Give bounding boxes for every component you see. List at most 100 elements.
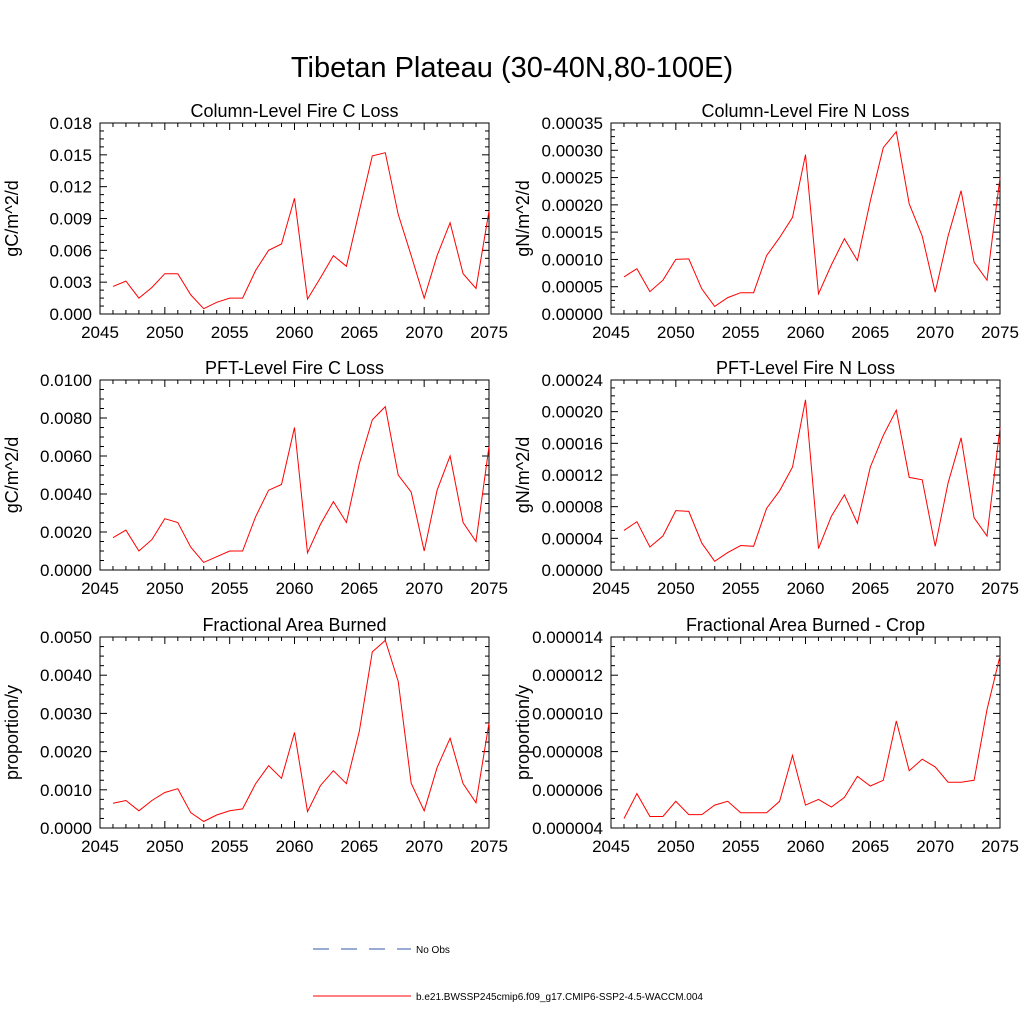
x-tick-label: 2065 xyxy=(340,323,378,342)
y-tick-label: 0.00020 xyxy=(542,403,603,422)
y-tick-label: 0.000014 xyxy=(532,628,603,647)
y-tick-label: 0.000010 xyxy=(532,704,603,723)
y-tick-label: 0.0100 xyxy=(40,371,92,390)
x-tick-label: 2075 xyxy=(981,837,1019,856)
plot-frame xyxy=(610,636,1001,829)
x-tick-label: 2075 xyxy=(981,323,1019,342)
x-tick-label: 2070 xyxy=(405,323,443,342)
y-tick-label: 0.0050 xyxy=(40,628,92,647)
y-tick-label: 0.00004 xyxy=(542,529,603,548)
x-tick-label: 2065 xyxy=(340,837,378,856)
x-tick-label: 2045 xyxy=(592,837,630,856)
x-tick-label: 2060 xyxy=(276,323,314,342)
chart-panel-1: Column-Level Fire C Loss 2045 2050 2055 2060… xyxy=(2,101,508,342)
x-tick-label: 2065 xyxy=(340,579,378,598)
series-line-1 xyxy=(623,399,1001,562)
series-line-1 xyxy=(623,130,1001,308)
x-tick-label: 2060 xyxy=(276,837,314,856)
x-tick-label: 2060 xyxy=(787,837,825,856)
x-tick-label: 2055 xyxy=(722,579,760,598)
y-axis-label: gC/m^2/d xyxy=(2,437,22,513)
x-tick-label: 2045 xyxy=(592,323,630,342)
x-tick-label: 2065 xyxy=(851,837,889,856)
chart-panel-6: Fractional Area Burned - Crop 2045 2050 205… xyxy=(513,615,1019,856)
x-tick-label: 2050 xyxy=(146,579,184,598)
x-tick-label: 2045 xyxy=(81,579,119,598)
y-tick-label: 0.00000 xyxy=(542,305,603,324)
x-tick-label: 2050 xyxy=(657,323,695,342)
y-tick-label: 0.00015 xyxy=(542,223,603,242)
plot-frame xyxy=(610,379,1001,571)
x-tick-label: 2055 xyxy=(722,323,760,342)
plot-frame xyxy=(610,122,1001,315)
x-tick-label: 2050 xyxy=(146,323,184,342)
x-tick-label: 2055 xyxy=(211,323,249,342)
y-tick-label: 0.00012 xyxy=(542,466,603,485)
y-axis-label: gC/m^2/d xyxy=(2,180,22,256)
y-tick-label: 0.00020 xyxy=(542,196,603,215)
x-tick-label: 2070 xyxy=(405,579,443,598)
x-tick-label: 2045 xyxy=(592,579,630,598)
legend: No Obs b.e21.BWSSP245cmip6.f09_g17.CMIP6… xyxy=(313,945,703,1003)
y-tick-label: 0.0080 xyxy=(40,409,92,428)
panel-title: PFT-Level Fire C Loss xyxy=(205,358,384,378)
chart-panel-2: Column-Level Fire N Loss 2045 2050 2055 2060… xyxy=(513,101,1019,342)
x-tick-label: 2075 xyxy=(470,579,508,598)
y-tick-label: 0.000012 xyxy=(532,666,603,685)
series-line-1 xyxy=(112,405,490,564)
x-tick-label: 2045 xyxy=(81,323,119,342)
y-tick-label: 0.0030 xyxy=(40,704,92,723)
x-tick-label: 2075 xyxy=(470,323,508,342)
x-tick-label: 2060 xyxy=(787,323,825,342)
series-line-1 xyxy=(112,639,490,823)
chart-panel-5: Fractional Area Burned 2045 2050 2055 2060 20… xyxy=(2,615,508,856)
y-tick-label: 0.00025 xyxy=(542,169,603,188)
y-tick-label: 0.0040 xyxy=(40,485,92,504)
y-tick-label: 0.00005 xyxy=(542,278,603,297)
y-tick-label: 0.00010 xyxy=(542,250,603,269)
y-tick-label: 0.0040 xyxy=(40,666,92,685)
y-tick-label: 0.015 xyxy=(49,146,92,165)
y-tick-label: 0.006 xyxy=(49,241,92,260)
legend-obs-label: No Obs xyxy=(416,945,450,956)
figure-title: Tibetan Plateau (30-40N,80-100E) xyxy=(291,52,733,84)
y-tick-label: 0.000004 xyxy=(532,819,603,838)
x-tick-label: 2070 xyxy=(916,837,954,856)
y-tick-label: 0.0000 xyxy=(40,819,92,838)
x-tick-label: 2060 xyxy=(276,579,314,598)
x-tick-label: 2070 xyxy=(405,837,443,856)
panel-title: Fractional Area Burned - Crop xyxy=(686,615,925,635)
x-tick-label: 2050 xyxy=(657,579,695,598)
y-tick-label: 0.000 xyxy=(49,305,92,324)
y-tick-label: 0.00030 xyxy=(542,141,603,160)
x-tick-label: 2050 xyxy=(657,837,695,856)
y-tick-label: 0.0020 xyxy=(40,743,92,762)
x-tick-label: 2055 xyxy=(211,579,249,598)
y-tick-label: 0.00008 xyxy=(542,498,603,517)
legend-model-label: b.e21.BWSSP245cmip6.f09_g17.CMIP6-SSP2-4… xyxy=(416,992,703,1003)
x-tick-label: 2065 xyxy=(851,323,889,342)
y-tick-label: 0.00035 xyxy=(542,114,603,133)
x-tick-label: 2070 xyxy=(916,579,954,598)
y-tick-label: 0.00024 xyxy=(542,371,603,390)
y-axis-label: gN/m^2/d xyxy=(513,180,533,256)
y-tick-label: 0.0020 xyxy=(40,523,92,542)
panels: Column-Level Fire C Loss 2045 2050 2055 2060… xyxy=(2,101,1019,856)
y-axis-label: gN/m^2/d xyxy=(513,437,533,513)
x-tick-label: 2060 xyxy=(787,579,825,598)
x-tick-label: 2075 xyxy=(981,579,1019,598)
plot-frame xyxy=(99,379,490,571)
x-tick-label: 2065 xyxy=(851,579,889,598)
y-axis-label: proportion/y xyxy=(2,685,22,780)
x-tick-label: 2055 xyxy=(722,837,760,856)
panel-title: Column-Level Fire N Loss xyxy=(701,101,909,121)
y-tick-label: 0.003 xyxy=(49,273,92,292)
y-tick-label: 0.012 xyxy=(49,178,92,197)
x-tick-label: 2050 xyxy=(146,837,184,856)
y-tick-label: 0.009 xyxy=(49,210,92,229)
panel-title: PFT-Level Fire N Loss xyxy=(716,358,895,378)
x-tick-label: 2055 xyxy=(211,837,249,856)
panel-title: Column-Level Fire C Loss xyxy=(190,101,398,121)
y-tick-label: 0.0000 xyxy=(40,561,92,580)
